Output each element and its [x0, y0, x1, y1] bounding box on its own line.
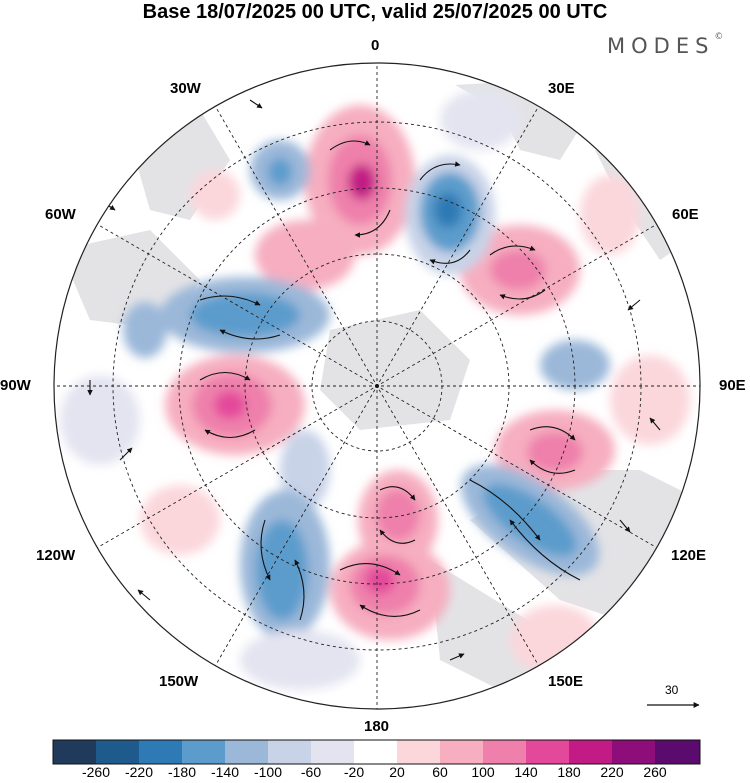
- lon-label-90w: 90W: [0, 377, 31, 394]
- colorbar-tick: -180: [167, 764, 197, 780]
- colorbar-tick: -60: [300, 764, 322, 780]
- colorbar-bin-7: [311, 740, 354, 764]
- lon-label-30e: 30E: [548, 80, 575, 97]
- colorbar-tick: -100: [253, 764, 283, 780]
- colorbar-bin-3: [139, 740, 182, 764]
- colorbar-tick: 20: [389, 764, 405, 780]
- colorbar-bin-11: [483, 740, 526, 764]
- colorbar-bin-13: [569, 740, 612, 764]
- colorbar: [52, 739, 701, 765]
- map-border: [53, 62, 701, 710]
- colorbar-bin-8: [354, 740, 397, 764]
- colorbar-tick: 180: [557, 764, 581, 780]
- colorbar-tick: -20: [343, 764, 365, 780]
- colorbar-tick: 60: [432, 764, 448, 780]
- colorbar-bin-10: [440, 740, 483, 764]
- colorbar-bin-2: [96, 740, 139, 764]
- map-title: Base 18/07/2025 00 UTC, valid 25/07/2025…: [142, 1, 608, 23]
- reference-vector-label: 30: [665, 683, 679, 697]
- colorbar-bin-5: [225, 740, 268, 764]
- wind-vectors: [87, 99, 661, 661]
- lon-label-120w: 120W: [36, 547, 76, 564]
- colorbar-bin-4: [182, 740, 225, 764]
- lon-label-90e: 90E: [719, 377, 746, 394]
- brand-logo: MODES©: [607, 32, 724, 58]
- colorbar-tick: 220: [600, 764, 624, 780]
- colorbar-bin-15: [655, 740, 700, 764]
- lon-label-60e: 60E: [672, 206, 699, 223]
- colorbar-bin-14: [612, 740, 655, 764]
- lon-label-150w: 150W: [159, 673, 199, 690]
- colorbar-tick: -220: [124, 764, 154, 780]
- colorbar-tick: -140: [210, 764, 240, 780]
- colorbar-frame: [52, 739, 701, 765]
- lon-label-120e: 120E: [671, 547, 707, 564]
- lon-label-60w: 60W: [45, 206, 76, 223]
- colorbar-bin-9: [397, 740, 440, 764]
- colorbar-tick: -260: [81, 764, 111, 780]
- lon-label-30w: 30W: [170, 80, 201, 97]
- lon-label-150e: 150E: [548, 673, 584, 690]
- map-disc: [54, 63, 700, 709]
- colorbar-bin-12: [526, 740, 569, 764]
- lon-label-180: 180: [364, 718, 390, 735]
- colorbar-bin-6: [268, 740, 311, 764]
- colorbar-tick: 140: [514, 764, 538, 780]
- lon-label-0: 0: [371, 37, 380, 54]
- colorbar-tick: 100: [471, 764, 495, 780]
- colorbar-tick: 260: [643, 764, 667, 780]
- colorbar-bin-1: [53, 740, 96, 764]
